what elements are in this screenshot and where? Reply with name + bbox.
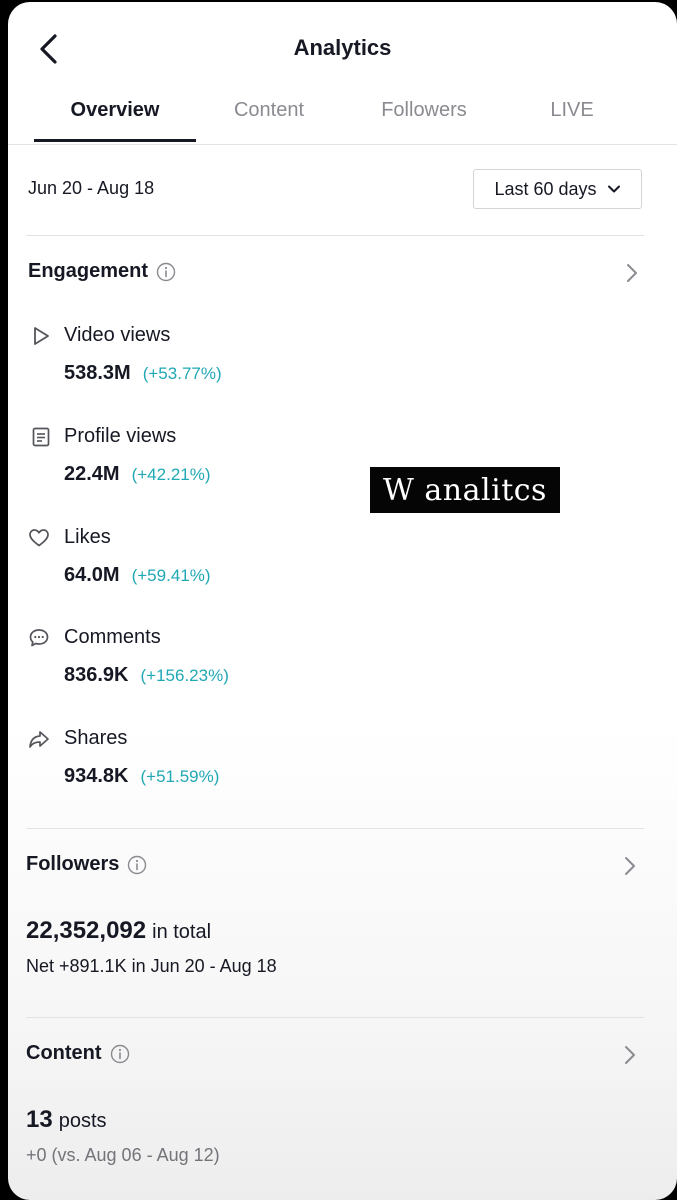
- metric-value-comments: 836.9K (+156.23%): [64, 664, 229, 687]
- date-range-label: Jun 20 - Aug 18: [28, 178, 155, 198]
- play-icon: [34, 327, 49, 345]
- date-range-dropdown-value: Last 60 days: [494, 178, 597, 199]
- followers-header[interactable]: Followers: [26, 853, 147, 876]
- content-header[interactable]: Content: [26, 1042, 130, 1065]
- engagement-header[interactable]: Engagement: [28, 260, 176, 283]
- info-icon[interactable]: [156, 262, 176, 282]
- content-posts-count: 13: [26, 1106, 53, 1133]
- page-title: Analytics: [293, 35, 392, 60]
- section-divider: [26, 1017, 644, 1018]
- metric-value-profile-views: 22.4M (+42.21%): [64, 463, 211, 486]
- tab-content[interactable]: Content: [233, 99, 305, 121]
- metric-label-shares: Shares: [64, 727, 128, 749]
- date-range-dropdown[interactable]: Last 60 days: [473, 169, 642, 209]
- share-icon: [29, 731, 49, 748]
- info-icon[interactable]: [110, 1044, 130, 1064]
- section-divider: [26, 828, 644, 829]
- metric-change: (+53.77%): [142, 364, 222, 383]
- metric-value-shares: 934.8K (+51.59%): [64, 765, 219, 788]
- metric-value: 538.3M: [64, 362, 131, 384]
- metric-value-likes: 64.0M (+59.41%): [64, 564, 211, 587]
- followers-total: 22,352,092 in total: [26, 917, 211, 945]
- info-icon[interactable]: [127, 855, 147, 875]
- chevron-right-icon[interactable]: [623, 855, 637, 877]
- tab-divider: [8, 144, 677, 145]
- metric-value: 836.9K: [64, 664, 129, 686]
- profile-doc-icon: [32, 427, 50, 447]
- analytics-screen: Analytics Overview Content Followers LIV…: [8, 2, 677, 1200]
- tab-live[interactable]: LIVE: [550, 99, 594, 121]
- back-arrow-icon[interactable]: [36, 32, 62, 66]
- metric-value: 934.8K: [64, 765, 129, 787]
- content-title: Content: [26, 1042, 102, 1064]
- metric-change: (+51.59%): [140, 767, 220, 786]
- content-posts-unit: posts: [58, 1110, 107, 1132]
- followers-title: Followers: [26, 853, 120, 875]
- chevron-right-icon[interactable]: [625, 262, 639, 284]
- metric-label-comments: Comments: [64, 626, 161, 648]
- active-tab-indicator: [34, 139, 196, 142]
- chevron-right-icon[interactable]: [623, 1044, 637, 1066]
- metric-change: (+156.23%): [140, 666, 229, 685]
- tab-overview[interactable]: Overview: [70, 99, 160, 121]
- metric-value: 64.0M: [64, 564, 120, 586]
- metric-change: (+42.21%): [131, 465, 211, 484]
- comment-icon: [29, 629, 49, 647]
- watermark-label: W analitcs: [370, 467, 560, 513]
- content-comparison: +0 (vs. Aug 06 - Aug 12): [26, 1145, 220, 1165]
- engagement-title: Engagement: [28, 260, 149, 282]
- chevron-down-icon: [607, 185, 620, 193]
- metric-change: (+59.41%): [131, 566, 211, 585]
- metric-value-video-views: 538.3M (+53.77%): [64, 362, 222, 385]
- metric-label-profile-views: Profile views: [64, 425, 177, 447]
- content-posts: 13 posts: [26, 1106, 107, 1134]
- tab-followers[interactable]: Followers: [381, 99, 467, 121]
- metric-value: 22.4M: [64, 463, 120, 485]
- followers-total-unit: in total: [152, 921, 212, 943]
- heart-icon: [29, 529, 49, 547]
- section-divider: [26, 235, 644, 236]
- metric-label-likes: Likes: [64, 526, 111, 548]
- followers-total-value: 22,352,092: [26, 917, 147, 944]
- followers-net: Net +891.1K in Jun 20 - Aug 18: [26, 956, 277, 976]
- metric-label-video-views: Video views: [64, 324, 171, 346]
